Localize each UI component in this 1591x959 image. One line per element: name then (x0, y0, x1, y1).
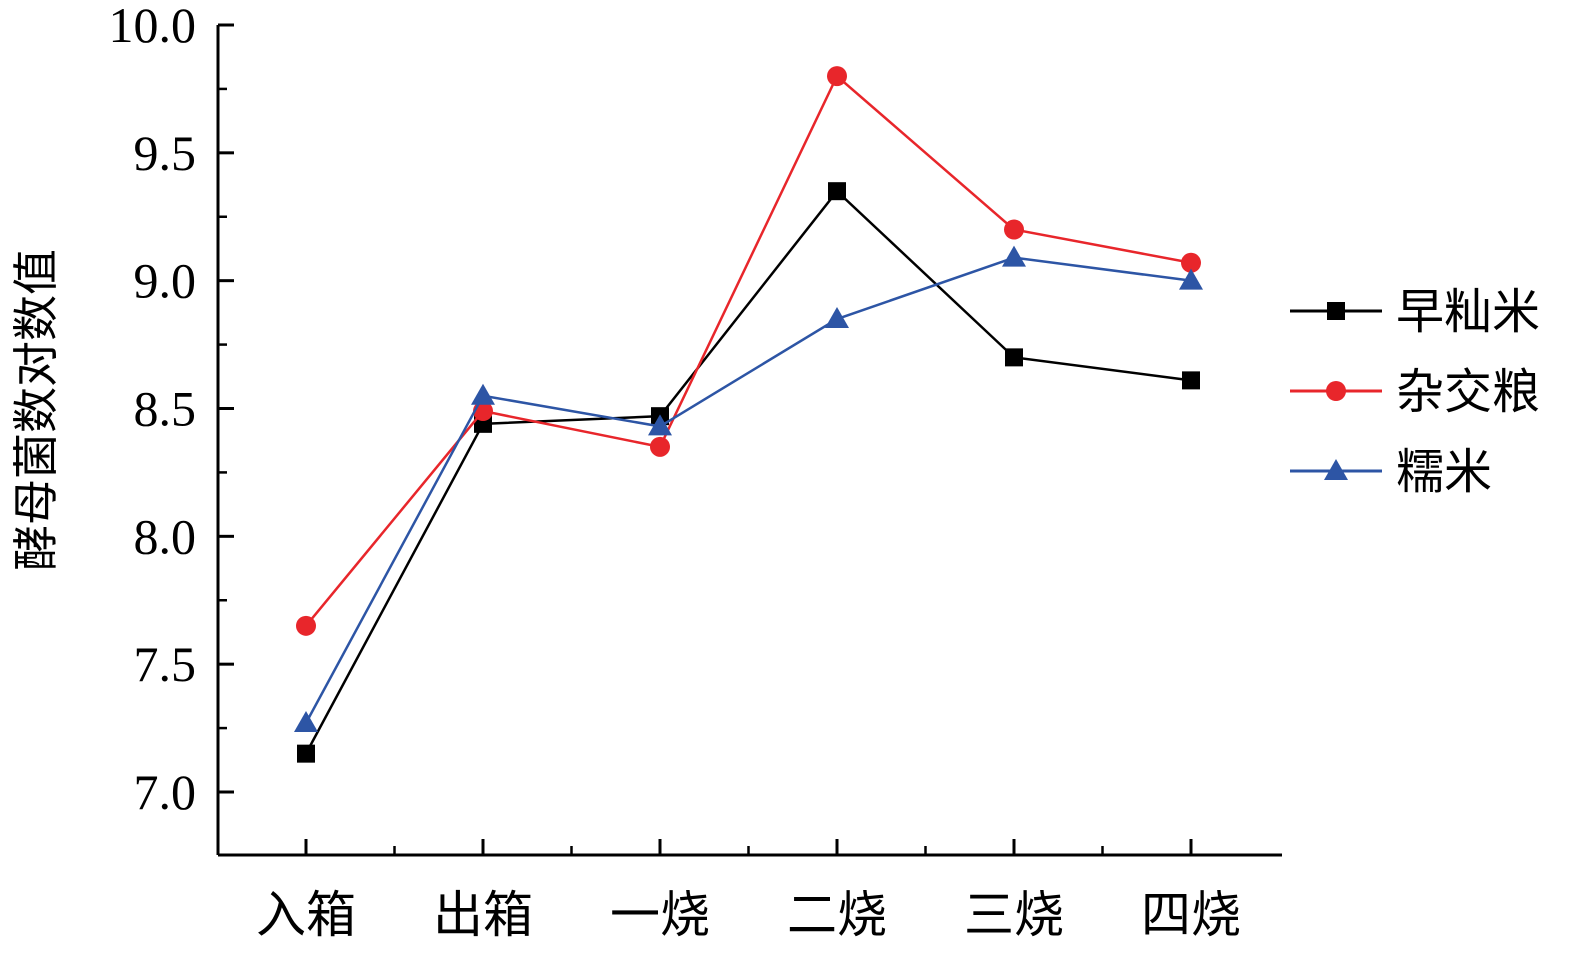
series-line (304, 256, 1192, 724)
x-tick-label: 二烧 (787, 887, 887, 943)
data-point-triangle (1324, 459, 1348, 480)
y-tick-label: 8.5 (134, 381, 197, 437)
data-point-circle (1181, 252, 1201, 273)
legend-label: 早籼米 (1396, 286, 1540, 339)
y-axis-title: 酵母菌数对数值 (11, 249, 62, 571)
axes: 7.0 7.5 8.0 8.5 9.0 9.5 10.0 入箱 出箱 一烧 二烧 三烧 四烧 (109, 0, 1282, 943)
series-layer (294, 66, 1203, 763)
series-3 (294, 245, 1203, 732)
y-tick-label: 9.0 (134, 253, 197, 309)
legend-label: 杂交粮 (1396, 366, 1540, 419)
x-tick-label: 四烧 (1141, 887, 1241, 943)
data-point-circle (827, 66, 847, 87)
data-point-square (1005, 348, 1023, 367)
legend-item: 杂交粮 (1290, 366, 1540, 419)
data-point-square (1182, 371, 1200, 390)
data-point-triangle (471, 383, 495, 405)
data-point-square (1327, 302, 1345, 320)
x-tick-label: 出箱 (433, 887, 533, 943)
y-tick-label: 7.5 (134, 636, 197, 692)
legend-item: 糯米 (1290, 446, 1492, 499)
data-point-square (828, 182, 846, 201)
data-point-circle (1326, 381, 1346, 401)
series-line (304, 189, 1192, 755)
x-tick-label: 一烧 (610, 887, 710, 943)
legend-label: 糯米 (1396, 446, 1492, 499)
data-point-triangle (825, 307, 849, 329)
y-tick-label: 8.0 (134, 508, 197, 564)
data-point-circle (296, 615, 316, 636)
data-point-triangle (1179, 268, 1203, 290)
y-tick-label: 9.5 (134, 125, 197, 181)
series-2 (296, 66, 1201, 636)
data-point-circle (650, 436, 670, 457)
data-point-triangle (294, 710, 318, 732)
x-tick-label: 三烧 (964, 887, 1064, 943)
data-point-square (297, 744, 315, 763)
data-point-triangle (1002, 245, 1026, 267)
y-tick-label: 7.0 (134, 764, 197, 820)
data-point-circle (1004, 219, 1024, 240)
x-tick-label: 入箱 (256, 887, 356, 943)
series-line (305, 74, 1192, 627)
legend-item: 早籼米 (1290, 286, 1540, 339)
y-tick-label: 10.0 (109, 0, 197, 53)
data-point-triangle (648, 414, 672, 436)
